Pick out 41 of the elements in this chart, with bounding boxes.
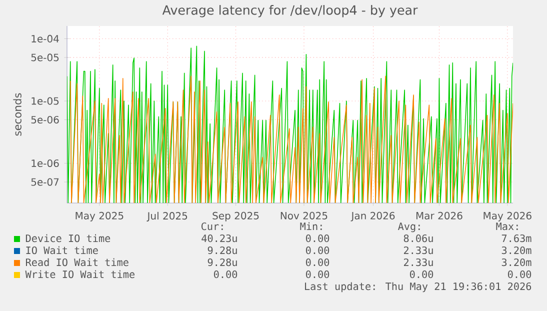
- line-series: [70, 76, 513, 203]
- text: 0.00: [306, 234, 330, 242]
- text: Min:: [300, 222, 322, 230]
- legend-label: Read IO Wait time: [26, 258, 128, 266]
- y-tick-label: 1e-06: [32, 159, 59, 168]
- x-tick-label: Mar 2026: [416, 212, 462, 220]
- text: Last update: Thu May 21 19:36:01 2026: [305, 282, 532, 292]
- y-tick-label: 5e-06: [31, 116, 59, 124]
- text: Max:: [496, 222, 518, 230]
- legend-label: IO Wait time: [26, 246, 98, 254]
- text: 0.00: [306, 246, 330, 254]
- text: 40.23u: [202, 234, 237, 242]
- text: 7.63m: [502, 234, 532, 242]
- y-axis-title: seconds: [13, 93, 22, 136]
- y-tick-label: 1e-05: [32, 97, 59, 105]
- x-tick-label: Sep 2025: [212, 212, 259, 222]
- text: 9.28u: [208, 258, 237, 266]
- x-tick-label: Nov 2025: [280, 212, 328, 220]
- y-tick-label: 5e-07: [31, 178, 59, 186]
- text: 3.20m: [502, 258, 532, 266]
- y-tick-label: 5e-05: [31, 54, 59, 62]
- text: 2.33u: [404, 246, 433, 254]
- legend-label: Write IO Wait time: [25, 270, 134, 278]
- text: Cur:: [201, 222, 223, 230]
- x-tick-label: Jan 2026: [350, 212, 395, 222]
- text: 0.00: [508, 270, 532, 278]
- legend-label: Device IO time: [26, 234, 110, 242]
- text: 3.20m: [502, 246, 532, 254]
- text: 8.06u: [404, 234, 433, 242]
- text: 9.28u: [208, 246, 237, 254]
- y-tick-label: 1e-04: [32, 34, 59, 42]
- text: 0.00: [306, 270, 330, 278]
- text: 0.00: [410, 270, 434, 278]
- text: 2.33u: [404, 258, 433, 266]
- chart-title: Average latency for /dev/loop4 - by year: [162, 5, 418, 18]
- text: Avg:: [398, 222, 420, 232]
- text: 0.00: [306, 258, 330, 266]
- text: 0.00: [214, 270, 238, 278]
- x-tick-label: May 2025: [76, 212, 124, 222]
- x-tick-label: Jul 2025: [146, 212, 188, 222]
- x-tick-label: May 2026: [484, 212, 532, 222]
